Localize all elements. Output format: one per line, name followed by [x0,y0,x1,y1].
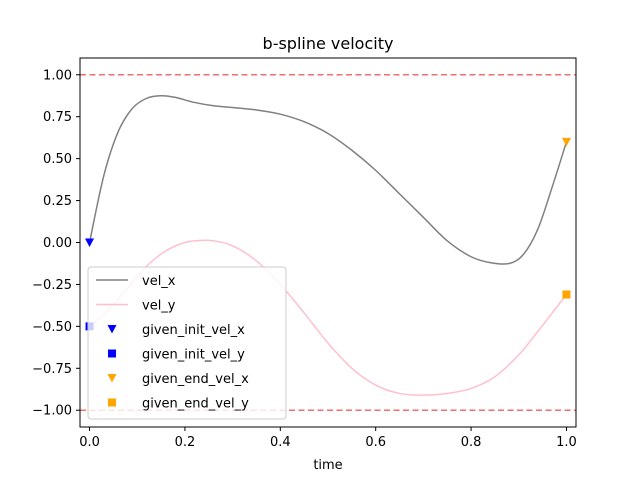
legend-label-given-init-vel-x: given_init_vel_x [142,323,245,338]
legend-swatch-given-init-vel-x [107,325,117,334]
x-tick-label: 0.4 [270,435,291,450]
x-axis-label: time [313,458,342,473]
y-tick-label: 0.25 [43,194,72,209]
y-tick-label: 0.75 [43,110,72,125]
chart-title: b-spline velocity [263,34,394,53]
y-tick-label: 1.00 [43,68,72,83]
y-tick-label: 0.50 [43,152,72,167]
x-tick-label: 1.0 [556,435,577,450]
legend-swatch-given-end-vel-x [107,374,117,383]
y-tick-label: −0.50 [32,320,72,335]
y-tick-label: 0.00 [43,236,72,251]
legend-box [87,266,287,420]
legend-label-given-end-vel-y: given_end_vel_y [142,397,249,412]
x-tick-label: 0.8 [461,435,482,450]
legend-label-vel-x: vel_x [142,274,176,289]
series-vel-y [89,239,568,396]
legend-label-given-end-vel-x: given_end_vel_x [142,372,249,387]
y-tick-label: −0.75 [32,362,72,377]
legend-label-given-init-vel-y: given_init_vel_y [142,348,245,363]
marker-given-init-vel-x [85,238,95,247]
x-tick-label: 0.2 [175,435,196,450]
x-tick-label: 0.0 [79,435,100,450]
legend: vel_x vel_y given_init_vel_x given_init_vel… [87,266,287,420]
legend-swatch-given-init-vel-y [108,349,116,358]
legend-label-vel-y: vel_y [142,299,176,314]
marker-given-end-vel-y [562,290,571,299]
series-vel-x [88,94,568,265]
legend-swatch-given-end-vel-y [108,398,116,407]
marker-given-end-vel-x [561,137,571,147]
x-tick-label: 0.6 [365,435,386,450]
y-tick-label: −1.00 [32,404,72,419]
axis-ticks: 0.0 0.2 0.4 0.6 0.8 1.0 1.00 0.75 0.50 0.25 0.00 −0… [32,68,577,450]
y-tick-label: −0.25 [32,278,72,293]
